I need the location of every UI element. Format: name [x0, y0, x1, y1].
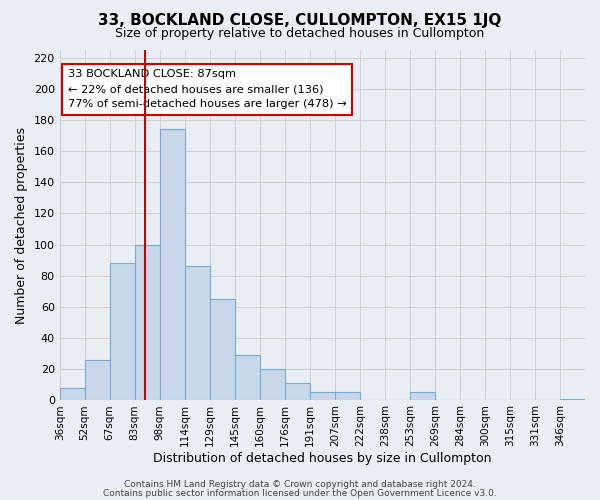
X-axis label: Distribution of detached houses by size in Cullompton: Distribution of detached houses by size …	[153, 452, 491, 465]
Text: Size of property relative to detached houses in Cullompton: Size of property relative to detached ho…	[115, 28, 485, 40]
Bar	[210, 299, 235, 400]
Bar	[85, 360, 110, 400]
Bar	[110, 263, 135, 400]
Bar	[59, 388, 85, 400]
Bar	[410, 392, 435, 400]
Bar	[185, 266, 210, 400]
Text: Contains HM Land Registry data © Crown copyright and database right 2024.: Contains HM Land Registry data © Crown c…	[124, 480, 476, 489]
Text: 33 BOCKLAND CLOSE: 87sqm
← 22% of detached houses are smaller (136)
77% of semi-: 33 BOCKLAND CLOSE: 87sqm ← 22% of detach…	[68, 70, 346, 109]
Bar	[310, 392, 335, 400]
Y-axis label: Number of detached properties: Number of detached properties	[15, 126, 28, 324]
Bar	[285, 383, 310, 400]
Bar	[135, 244, 160, 400]
Bar	[235, 355, 260, 400]
Bar	[560, 398, 585, 400]
Text: 33, BOCKLAND CLOSE, CULLOMPTON, EX15 1JQ: 33, BOCKLAND CLOSE, CULLOMPTON, EX15 1JQ	[98, 12, 502, 28]
Text: Contains public sector information licensed under the Open Government Licence v3: Contains public sector information licen…	[103, 488, 497, 498]
Bar	[160, 130, 185, 400]
Bar	[260, 369, 285, 400]
Bar	[335, 392, 360, 400]
